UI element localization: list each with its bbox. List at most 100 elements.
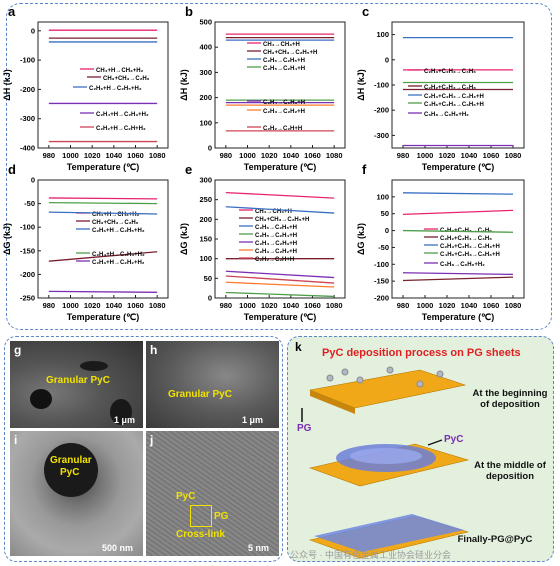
series-line <box>402 209 514 216</box>
series-line <box>225 191 335 199</box>
y-tick-label: 150 <box>199 235 212 244</box>
x-tick-label: 980 <box>397 151 410 160</box>
series-line <box>402 276 514 282</box>
sem-image-g: g Granular PyC 1 μm <box>10 341 143 428</box>
y-tick-label: -200 <box>20 85 35 94</box>
chart-e: e 980 1000 1020 1040 1060 1080 0 50 100 150 200 250 3… <box>179 162 346 322</box>
y-tick-label: 250 <box>199 195 212 204</box>
chart-frame <box>6 3 552 330</box>
panel-letter-k: k <box>295 340 302 354</box>
x-tick-label: 1000 <box>239 301 256 310</box>
y-tick-label: 0 <box>208 144 212 153</box>
y-tick-label: -150 <box>374 277 389 286</box>
x-tick-label: 1020 <box>261 301 278 310</box>
legend-label: C₂H₄+H→C₂H₃+H₂ <box>96 112 149 118</box>
panel-letter-j: j <box>150 433 154 447</box>
panel-letter-e: e <box>185 162 192 177</box>
x-axis-label: Temperature (℃) <box>422 162 494 172</box>
y-tick-label: 300 <box>199 176 212 185</box>
cross-link-label: Cross-link <box>176 529 225 540</box>
legend-label: C₂H₂+H→C₂H+H₂ <box>96 126 146 132</box>
panel-k-title: PyC deposition process on PG sheets <box>322 347 521 359</box>
y-tick-label: 500 <box>199 18 212 27</box>
legend-label: C₂H₃→C₂H₂+H <box>255 249 297 255</box>
legend-label: C₂H₆+H→C₂H₅+H₂ <box>89 86 142 92</box>
pyc-particle <box>44 443 98 497</box>
x-tick-label: 1020 <box>261 151 278 160</box>
x-tick-label: 1060 <box>304 151 321 160</box>
pg-label-k: PG <box>297 423 312 434</box>
panel-letter-c: c <box>362 4 369 19</box>
legend-label: CH₃+CH₃→C₂H₅+H <box>255 217 309 223</box>
panel-letter-f: f <box>362 162 367 177</box>
sem-image-h: h Granular PyC 1 μm <box>146 341 279 428</box>
y-tick-label: 100 <box>376 30 389 39</box>
x-tick-label: 980 <box>220 301 233 310</box>
stage-beginning-label: At the beginning of deposition <box>472 388 548 410</box>
x-tick-label: 1080 <box>505 301 522 310</box>
x-tick-label: 1000 <box>417 301 434 310</box>
legend-label: C₂H₂→C₂H+H <box>255 257 294 263</box>
panel-letter-h: h <box>150 343 158 357</box>
legend-label: C₂H₃+C₂H₄→C₄H₆+H <box>440 244 500 250</box>
legend-label: C₄H₆+C₂H₃→C₆H₆+H <box>440 252 500 258</box>
granular-pyc-label-h: Granular PyC <box>168 389 232 400</box>
x-tick-label: 1020 <box>84 301 101 310</box>
y-tick-label: 300 <box>199 68 212 77</box>
legend-label: C₆H₈→C₆H₆+H₂ <box>440 262 485 268</box>
y-tick-label: 0 <box>385 55 389 64</box>
y-tick-label: -50 <box>24 199 35 208</box>
x-tick-label: 1000 <box>62 151 79 160</box>
chart-a: a 980 1000 1020 1040 1060 1080 0 -100 -200 -300 -40… <box>2 4 169 172</box>
pyc-label-j: PyC <box>176 491 196 502</box>
legend-label: C₂H₂+C₂H₄→C₄H₆ <box>440 236 492 242</box>
legend-label: C₂H₄→C₂H₃+H <box>263 100 305 106</box>
legend-label: CH₄+H→CH₃+H₂ <box>96 68 144 74</box>
y-tick-label: -50 <box>378 243 389 252</box>
y-tick-label: 0 <box>31 26 35 35</box>
legend-label: C₂H₅→C₂H₄+H <box>255 233 297 239</box>
deposition-schematic <box>301 366 470 559</box>
x-tick-label: 1080 <box>326 151 343 160</box>
pg-label-j: PG <box>214 511 229 522</box>
x-tick-label: 1020 <box>84 151 101 160</box>
granular-pyc-label-g: Granular PyC <box>46 375 110 386</box>
x-tick-label: 1060 <box>483 151 500 160</box>
legend-label: C₂H₆→C₂H₅+H <box>255 225 297 231</box>
panel-letter-b: b <box>185 4 193 19</box>
x-tick-label: 1020 <box>439 151 456 160</box>
legend-label: CH₃+CH₃→C₂H₆ <box>103 76 150 82</box>
legend-label: C₂H₃+H→C₂H₂+H₂ <box>92 260 145 266</box>
x-axis-label: Temperature (℃) <box>244 312 316 322</box>
sem-pore <box>30 389 52 409</box>
plot-area-a <box>37 21 169 149</box>
legend-label: CH₄+H→CH₃+H₂ <box>92 212 140 218</box>
micrograph-frame <box>4 336 283 562</box>
panel-letter-d: d <box>8 162 16 177</box>
plot-area-b <box>214 21 346 149</box>
legend-label: CH₃+CH₃→C₂H₅+H <box>263 50 317 56</box>
series-line <box>225 281 335 288</box>
series-line <box>48 197 158 200</box>
x-axis-label: Temperature (℃) <box>67 162 139 172</box>
series-line <box>402 192 514 195</box>
y-tick-label: -250 <box>20 294 35 303</box>
tem-image-i: i Granular PyC 500 nm <box>10 431 143 556</box>
chart-d: d 980 1000 1020 1040 1060 1080 0 -50 -100 -150 -200… <box>2 162 169 322</box>
plot-area-d <box>37 179 169 299</box>
y-tick-label: 200 <box>199 215 212 224</box>
series-line <box>48 202 158 205</box>
x-tick-label: 980 <box>220 151 233 160</box>
x-axis-label: Temperature (℃) <box>422 312 494 322</box>
stage-middle-label: At the middle of deposition <box>474 460 546 482</box>
y-tick-label: -100 <box>20 223 35 232</box>
legend-label: CH₄→CH₃+H <box>263 42 300 48</box>
y-tick-label: 50 <box>204 274 212 283</box>
series-line <box>402 272 514 276</box>
x-axis-label: Temperature (℃) <box>244 162 316 172</box>
x-tick-label: 1060 <box>127 301 144 310</box>
y-tick-label: -300 <box>20 114 35 123</box>
y-axis-label: ΔH (kJ) <box>179 69 189 100</box>
sem-pore <box>110 399 132 425</box>
chart-f: f 980 1000 1020 1040 1060 1080 100 50 0 -50 -100 -15… <box>356 162 525 322</box>
